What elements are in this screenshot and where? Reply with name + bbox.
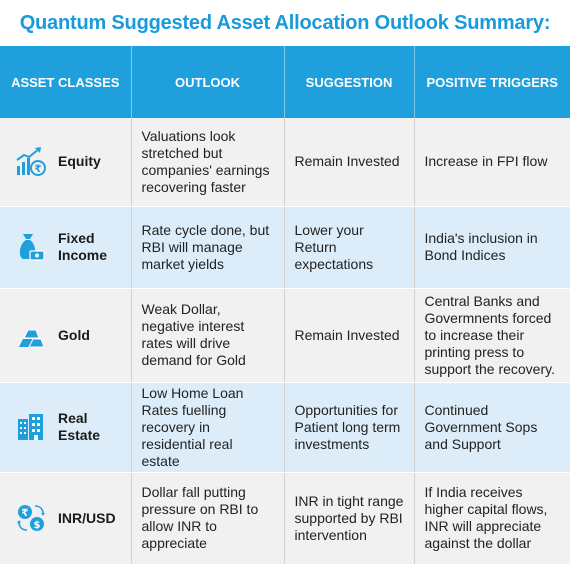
triggers-cell: Continued Government Sops and Support: [414, 382, 570, 473]
suggestion-cell: Opportunities for Patient long term inve…: [284, 382, 415, 473]
outlook-cell: Valuations look stretched but companies'…: [131, 118, 285, 207]
svg-text:₹: ₹: [35, 164, 42, 175]
growth-chart-rupee-icon: ₹: [14, 145, 48, 179]
page-title: Quantum Suggested Asset Allocation Outlo…: [19, 11, 551, 34]
svg-text:₹: ₹: [22, 508, 29, 519]
asset-cell: Real Estate: [0, 382, 132, 473]
money-bag-icon: [14, 230, 48, 264]
asset-cell: Gold: [0, 288, 132, 383]
triggers-cell: Central Banks and Govermnents forced to …: [414, 288, 570, 383]
asset-name-equity: Equity: [58, 153, 101, 170]
asset-name-fixed-income: Fixed Income: [58, 230, 108, 263]
outlook-cell: Rate cycle done, but RBI will manage mar…: [131, 206, 285, 289]
allocation-table: ASSET CLASSES OUTLOOK SUGGESTION POSITIV…: [0, 46, 570, 565]
header-asset-classes: ASSET CLASSES: [0, 46, 132, 118]
suggestion-cell: Lower your Return expectations: [284, 206, 415, 289]
triggers-cell: If India receives higher capital flows, …: [414, 472, 570, 565]
outlook-cell: Dollar fall putting pressure on RBI to a…: [131, 472, 285, 565]
asset-cell: ₹ Equity: [0, 118, 132, 207]
header-positive-triggers: POSITIVE TRIGGERS: [414, 46, 570, 118]
header-suggestion: SUGGESTION: [284, 46, 415, 118]
suggestion-cell: Remain Invested: [284, 288, 415, 383]
suggestion-cell: Remain Invested: [284, 118, 415, 207]
table-row: Real Estate Low Home Loan Rates fuelling…: [0, 382, 570, 473]
table-row: Fixed Income Rate cycle done, but RBI wi…: [0, 206, 570, 289]
table-row: ₹ $ INR/USD Dollar fall putting pressure…: [0, 472, 570, 565]
outlook-cell: Weak Dollar, negative interest rates wil…: [131, 288, 285, 383]
suggestion-cell: INR in tight range supported by RBI inte…: [284, 472, 415, 565]
asset-name-real-estate: Real Estate: [58, 410, 101, 443]
table-header-row: ASSET CLASSES OUTLOOK SUGGESTION POSITIV…: [0, 46, 570, 118]
table-row: ₹ Equity Valuations look stretched but c…: [0, 118, 570, 207]
asset-name-inr-usd: INR/USD: [58, 509, 116, 526]
triggers-cell: Increase in FPI flow: [414, 118, 570, 207]
asset-cell: ₹ $ INR/USD: [0, 472, 132, 565]
triggers-cell: India's inclusion in Bond Indices: [414, 206, 570, 289]
buildings-icon: [14, 410, 48, 444]
header-outlook: OUTLOOK: [131, 46, 285, 118]
outlook-cell: Low Home Loan Rates fuelling recovery in…: [131, 382, 285, 473]
asset-cell: Fixed Income: [0, 206, 132, 289]
asset-name-gold: Gold: [58, 326, 90, 343]
gold-bars-icon: [14, 318, 48, 352]
svg-text:$: $: [34, 520, 41, 531]
table-row: Gold Weak Dollar, negative interest rate…: [0, 288, 570, 383]
currency-exchange-icon: ₹ $: [14, 501, 48, 535]
